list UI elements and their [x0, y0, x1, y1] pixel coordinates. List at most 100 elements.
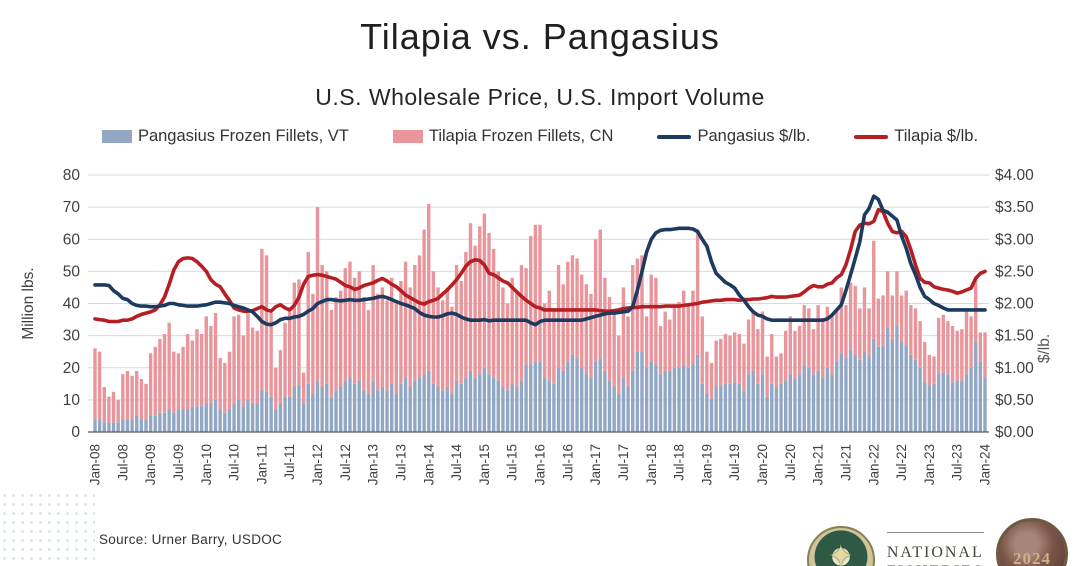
left-tick-label: 0 [71, 424, 80, 441]
bar-segment-pangasius [250, 403, 255, 432]
bar-segment-tilapia [445, 287, 449, 388]
bar-segment-tilapia [788, 316, 793, 375]
bar-segment-tilapia [283, 322, 287, 397]
bar-segment-tilapia [964, 308, 969, 375]
bar-segment-tilapia [529, 236, 533, 365]
bar-segment-tilapia [732, 332, 737, 383]
bar-segment-pangasius [969, 367, 973, 432]
bar-segment-pangasius [672, 367, 677, 432]
legend: Pangasius Frozen Fillets, VT Tilapia Fro… [0, 127, 1080, 146]
bar-segment-pangasius [797, 374, 802, 432]
bar-segment-pangasius [830, 374, 834, 432]
bar-segment-tilapia [158, 338, 162, 413]
bar-segment-tilapia [315, 207, 320, 381]
chart-title: Tilapia vs. Pangasius [360, 16, 720, 57]
bar-segment-tilapia [742, 343, 746, 391]
global-seafood-2024-seal-logo: 2024 [996, 518, 1068, 566]
bar-segment-pangasius [946, 374, 950, 432]
bar-segment-tilapia [695, 229, 700, 355]
bar-segment-pangasius [654, 364, 658, 432]
bar-segment-pangasius [385, 390, 389, 432]
x-tick-label: Jan-11 [254, 444, 269, 484]
bar-segment-pangasius [853, 354, 857, 432]
bar-segment-tilapia [969, 316, 973, 368]
bar-segment-tilapia [236, 314, 241, 400]
bar-segment-pangasius [366, 393, 371, 432]
bar-segment-tilapia [542, 303, 547, 378]
bar-segment-pangasius [181, 409, 185, 432]
bar-segment-pangasius [649, 361, 653, 432]
bar-segment-pangasius [352, 383, 357, 432]
tilapia-price-line [93, 207, 987, 324]
bar-segment-tilapia [821, 317, 825, 378]
bar-segment-tilapia [668, 319, 672, 371]
bar-segment-pangasius [204, 403, 208, 432]
bar-segment-pangasius [227, 409, 232, 432]
bar-segment-tilapia [589, 293, 593, 378]
bar-segment-pangasius [890, 338, 894, 432]
bar-segment-pangasius [872, 338, 876, 432]
bar-segment-tilapia [107, 396, 111, 423]
bar-segment-pangasius [427, 370, 431, 432]
bar-segment-tilapia [371, 264, 375, 381]
bar-segment-pangasius [431, 383, 436, 432]
bar-segment-tilapia [176, 353, 181, 410]
bar-segment-pangasius [584, 374, 589, 432]
x-tick-label: Jul-10 [227, 444, 242, 481]
bar-segment-tilapia [867, 308, 871, 357]
national-fisheries-wordmark: NATIONAL FISHERIES [886, 532, 984, 566]
bar-segment-pangasius [213, 399, 218, 432]
bar-segment-tilapia [686, 303, 691, 368]
bar-segment-tilapia [644, 316, 649, 368]
bar-segment-tilapia [746, 319, 751, 375]
right-tick-label: $3.50 [995, 199, 1034, 216]
bar-segment-tilapia [186, 334, 190, 410]
x-tick-label: Jan-24 [978, 444, 993, 486]
bar-segment-pangasius [774, 387, 779, 432]
bar-segment-pangasius [566, 361, 570, 432]
bar-segment-tilapia [556, 264, 561, 368]
pangasius-line-swatch [657, 134, 692, 139]
bar-segment-pangasius [858, 359, 862, 432]
bar-segment-tilapia [218, 358, 222, 410]
bar-segment-pangasius [663, 370, 667, 432]
bar-segment-tilapia [960, 329, 964, 381]
pangasius-bar-swatch [101, 130, 132, 143]
x-tick-label: Jan-13 [366, 444, 381, 485]
bar-segment-pangasius [445, 387, 449, 432]
bar-segment-pangasius [862, 351, 867, 432]
bar-segment-pangasius [825, 367, 830, 432]
corner-dots-decoration [0, 491, 95, 566]
bar-segment-tilapia [825, 306, 830, 368]
bar-segment-tilapia [617, 335, 621, 394]
legend-label: Tilapia Frozen Fillets, CN [428, 127, 614, 145]
bar-segment-tilapia [709, 362, 714, 399]
right-tick-label: $3.00 [995, 231, 1034, 248]
bar-segment-pangasius [728, 383, 732, 432]
bar-segment-pangasius [867, 356, 871, 432]
bar-segment-tilapia [640, 255, 644, 352]
left-tick-label: 70 [63, 199, 81, 216]
bar-segment-pangasius [811, 374, 816, 432]
bar-segment-tilapia [325, 271, 329, 384]
bar-segment-pangasius [983, 377, 987, 432]
x-tick-label: Jan-09 [143, 444, 158, 485]
x-tick-label: Jul-17 [616, 444, 631, 481]
bar-segment-pangasius [617, 393, 621, 432]
pangasius-price-line [93, 194, 987, 327]
bar-segment-pangasius [589, 377, 593, 432]
bar-segment-tilapia [167, 322, 171, 410]
bar-segment-pangasius [144, 419, 148, 432]
bar-segment-tilapia [172, 351, 176, 413]
bar-segment-pangasius [904, 345, 908, 432]
bar-segment-tilapia [111, 391, 116, 423]
x-tick-label: Jan-22 [866, 444, 881, 485]
bar-segment-pangasius [510, 383, 514, 432]
x-tick-label: Jul-23 [950, 444, 965, 481]
bar-segment-pangasius [552, 383, 556, 432]
bar-segment-pangasius [839, 353, 844, 432]
bar-segment-pangasius [491, 377, 496, 432]
bar-segment-pangasius [287, 396, 292, 432]
bar-segment-pangasius [732, 382, 737, 432]
bar-segment-pangasius [923, 382, 927, 432]
